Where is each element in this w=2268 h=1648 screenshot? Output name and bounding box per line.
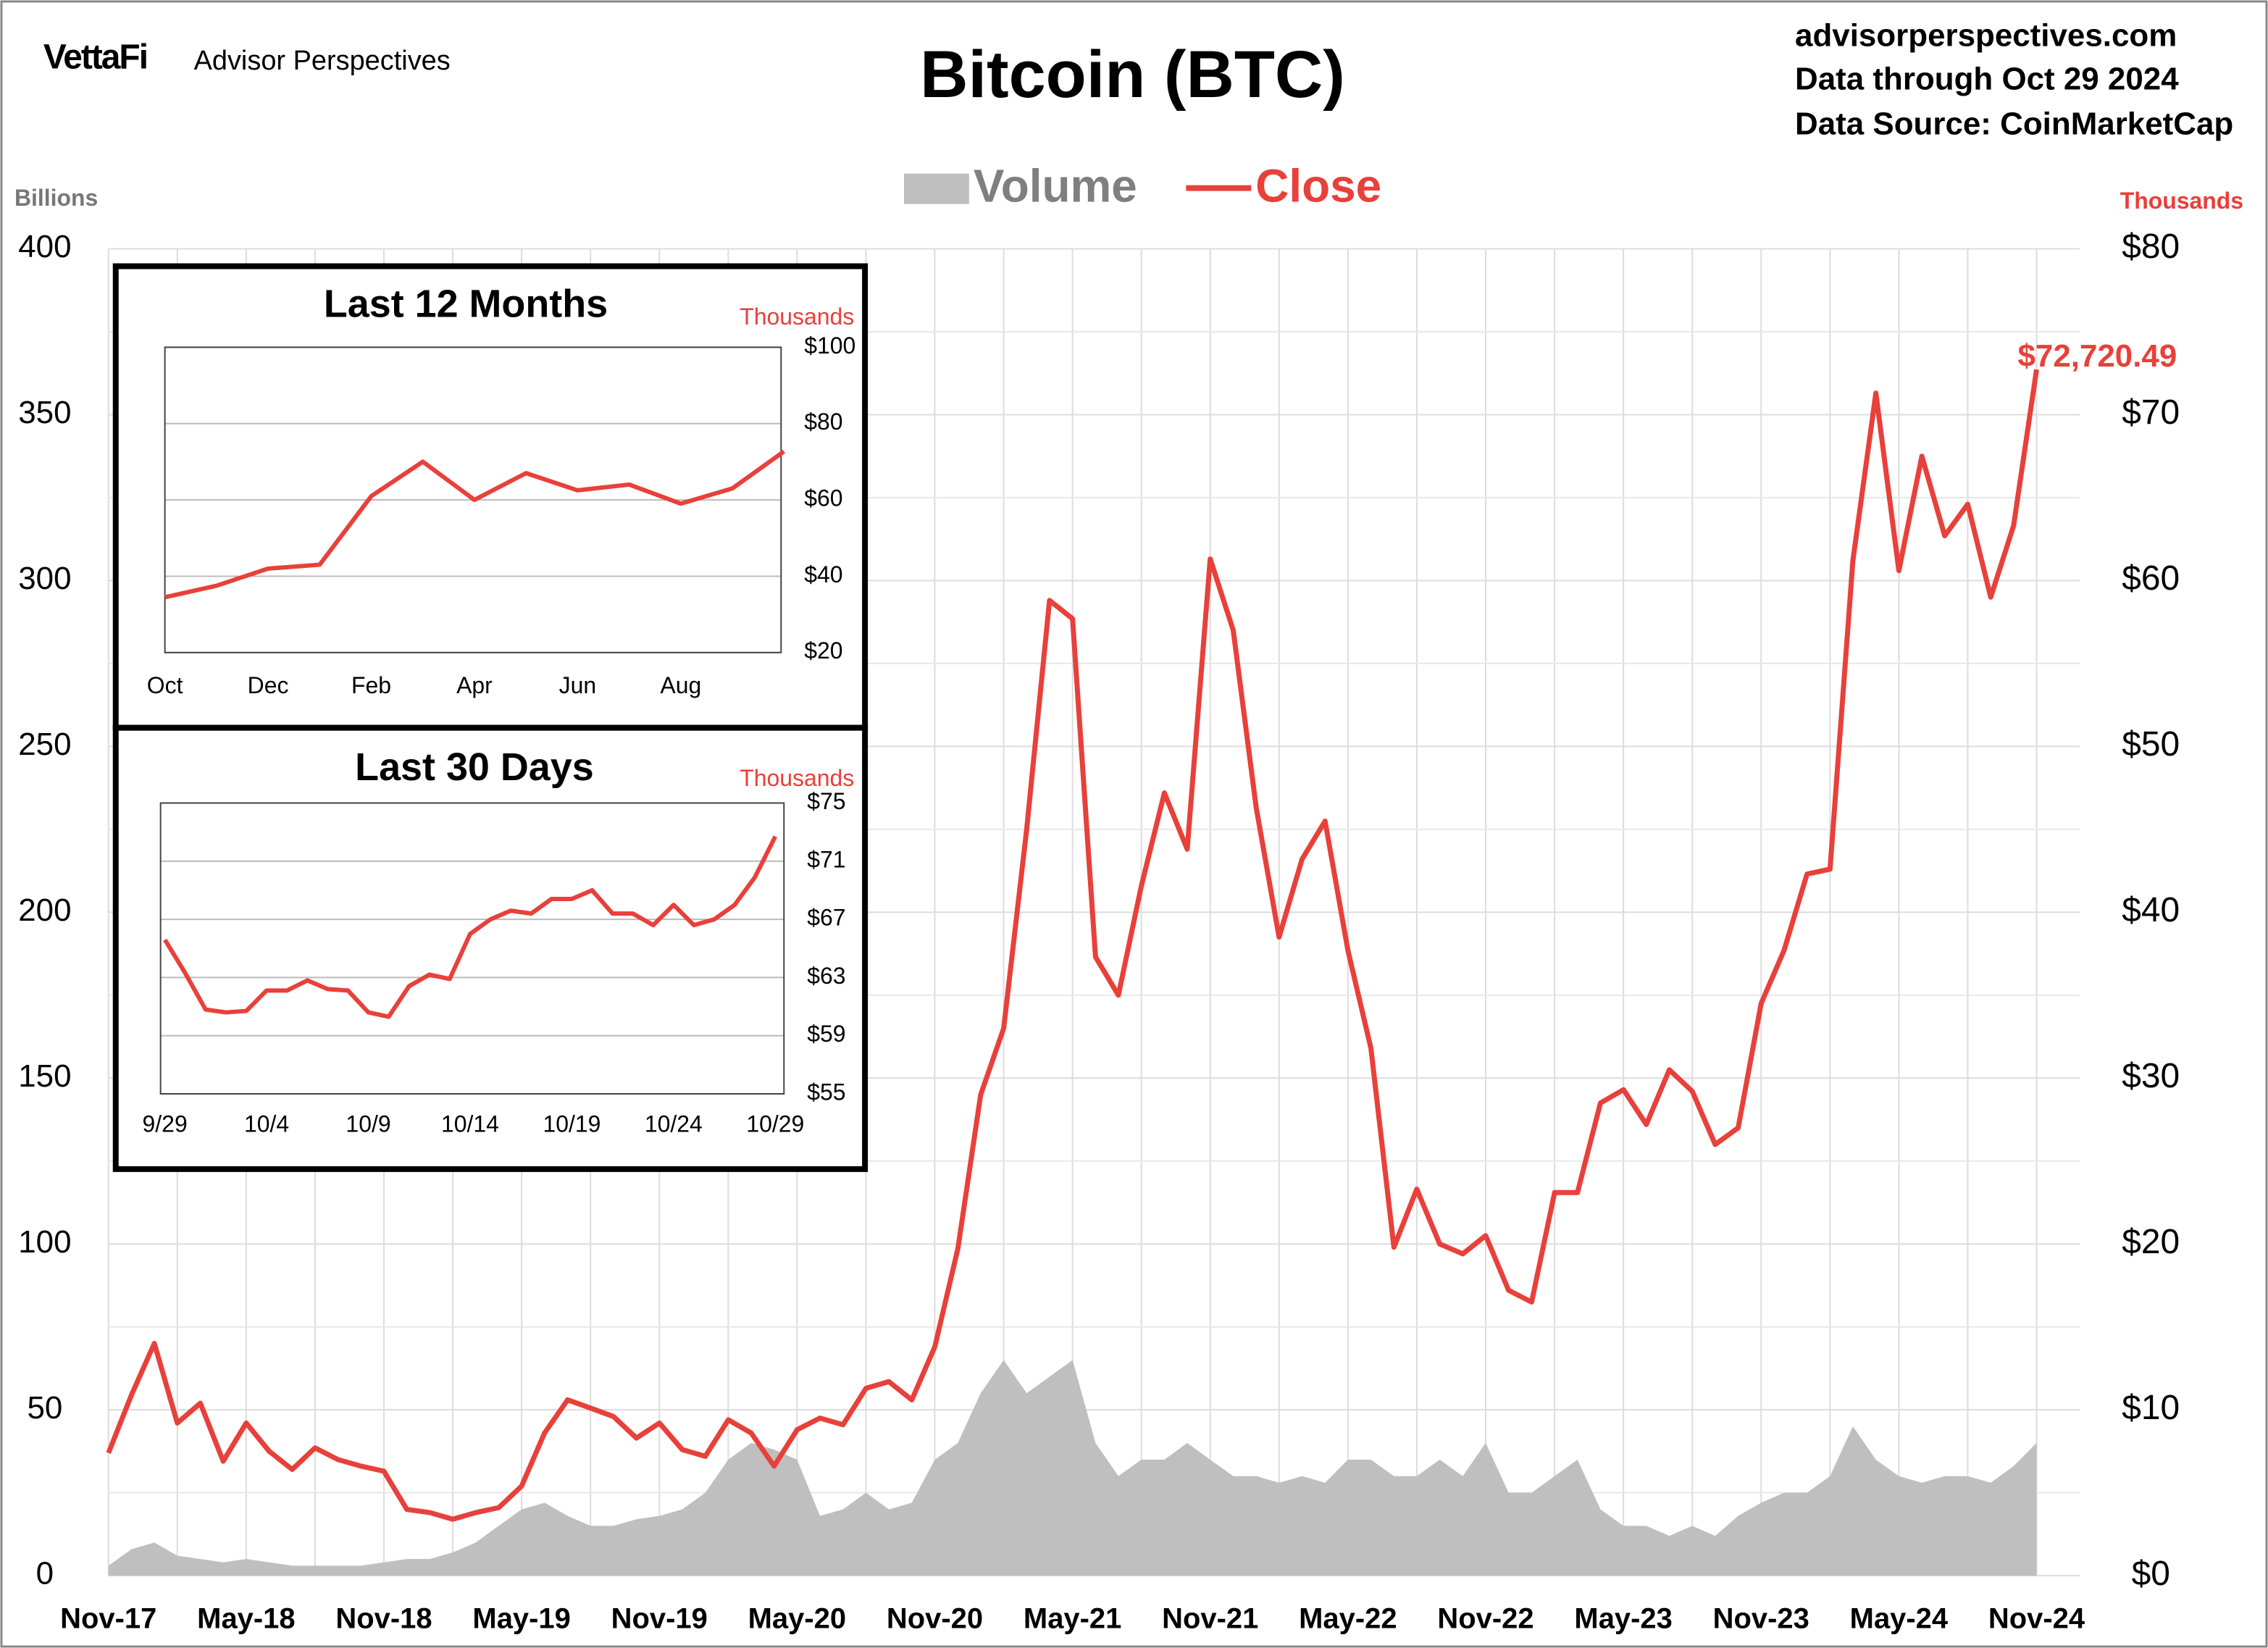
x-tick-label: 10/24 (645, 1110, 703, 1137)
y-axis-label: Billions (14, 185, 98, 211)
y-tick-label: $40 (804, 561, 842, 587)
volume-area (108, 1360, 2037, 1576)
y2-tick-label: $20 (2122, 1223, 2180, 1261)
x-tick-label: 10/14 (441, 1110, 499, 1137)
y2-tick-label: $0 (2132, 1555, 2170, 1593)
x-tick-label: Nov-18 (335, 1603, 432, 1635)
y2-tick-label: $50 (2122, 725, 2180, 764)
x-tick-label: Nov-23 (1713, 1603, 1809, 1635)
legend-swatch (904, 173, 969, 204)
x-tick-label: 9/29 (143, 1110, 188, 1137)
y-tick-label: 0 (36, 1556, 54, 1591)
y2-tick-label: $30 (2122, 1057, 2180, 1095)
x-tick-label: May-23 (1574, 1603, 1672, 1635)
inset-axis-label: Thousands (740, 765, 854, 791)
info: advisorperspectives.com (1795, 18, 2177, 54)
y-tick-label: $63 (807, 963, 845, 989)
y-tick-label: $55 (807, 1079, 845, 1105)
chart-title: Bitcoin (BTC) (920, 38, 1345, 112)
brand: Advisor Perspectives (194, 46, 451, 76)
y-tick-label: $80 (804, 409, 842, 435)
inset-title: Last 30 Days (355, 745, 594, 789)
price-line (163, 835, 777, 1019)
x-tick-label: 10/19 (543, 1110, 601, 1137)
x-tick-label: May-19 (472, 1603, 570, 1635)
legend-label: Volume (974, 160, 1137, 212)
x-tick-label: Dec (248, 672, 289, 698)
y2-axis-label: Thousands (2120, 188, 2243, 214)
x-tick-label: Aug (660, 672, 701, 698)
price-line (164, 449, 786, 600)
y-tick-label: $71 (807, 846, 845, 872)
x-tick-label: Nov-22 (1437, 1603, 1533, 1635)
y-tick-label: 350 (18, 395, 71, 430)
y-tick-label: $100 (804, 332, 855, 359)
y-tick-label: 300 (18, 561, 71, 596)
close-line (106, 369, 2039, 1522)
info: Data through Oct 29 2024 (1795, 61, 2179, 96)
x-tick-label: 10/9 (346, 1110, 390, 1137)
legend-label: Close (1255, 160, 1381, 212)
x-tick-label: Apr (456, 672, 493, 698)
y-tick-label: 50 (27, 1390, 62, 1426)
y-tick-label: 100 (18, 1224, 71, 1260)
x-tick-label: 10/4 (244, 1110, 289, 1137)
y-tick-label: 200 (18, 892, 71, 928)
y2-tick-label: $60 (2122, 559, 2180, 598)
y-tick-label: $20 (804, 637, 842, 664)
inset-title: Last 12 Months (324, 283, 608, 326)
y2-tick-label: $40 (2122, 891, 2180, 929)
info: Data Source: CoinMarketCap (1795, 106, 2233, 141)
y-tick-label: $75 (807, 788, 845, 814)
y-tick-label: 400 (18, 229, 71, 264)
x-tick-label: Jun (559, 672, 596, 698)
x-tick-label: Nov-19 (611, 1603, 708, 1635)
plot-area (164, 346, 782, 653)
plot-area (159, 802, 785, 1095)
y2-tick-label: $10 (2122, 1389, 2180, 1427)
x-tick-label: Feb (351, 672, 391, 698)
y2-tick-label: $70 (2122, 393, 2180, 432)
inset-frame (112, 263, 869, 731)
y-tick-label: $67 (807, 905, 845, 931)
x-tick-label: May-18 (197, 1603, 295, 1635)
x-tick-label: Nov-20 (887, 1603, 983, 1635)
inset-axis-label: Thousands (740, 304, 854, 330)
data-label: $72,720.49 (2017, 338, 2177, 374)
y-tick-label: 250 (18, 727, 71, 762)
x-tick-label: May-21 (1024, 1603, 1121, 1635)
y-tick-label: $59 (807, 1021, 845, 1047)
x-tick-label: Nov-24 (1988, 1603, 2085, 1635)
x-tick-label: Oct (147, 672, 183, 698)
x-tick-label: 10/29 (746, 1110, 804, 1137)
x-tick-label: May-24 (1850, 1603, 1948, 1635)
x-tick-label: Nov-17 (60, 1603, 156, 1635)
x-tick-label: May-20 (748, 1603, 846, 1635)
x-tick-label: Nov-21 (1162, 1603, 1258, 1635)
logo: VettaFi (43, 38, 147, 77)
x-tick-label: May-22 (1299, 1603, 1397, 1635)
inset-frame (112, 724, 869, 1172)
y-tick-label: 150 (18, 1058, 71, 1094)
y2-tick-label: $80 (2122, 227, 2180, 266)
y-tick-label: $60 (804, 485, 842, 511)
